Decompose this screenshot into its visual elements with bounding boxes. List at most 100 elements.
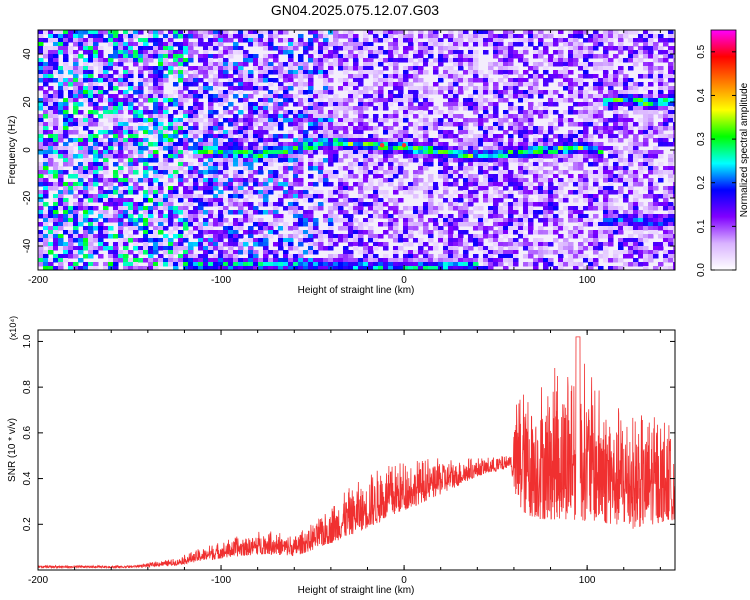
- spectrogram-cell: [493, 202, 499, 207]
- spectrogram-cell: [583, 66, 589, 71]
- spectrogram-cell: [128, 118, 134, 123]
- spectrogram-cell: [423, 86, 429, 91]
- spectrogram-cell: [178, 126, 184, 131]
- spectrogram-cell: [438, 58, 444, 63]
- spectrogram-cell: [263, 58, 269, 63]
- spectrogram-cell: [298, 162, 304, 167]
- spectrogram-cell: [218, 74, 224, 79]
- spectrogram-cell: [108, 130, 114, 135]
- spectrogram-cell: [513, 66, 519, 71]
- spectrogram-cell: [343, 34, 349, 39]
- spectrogram-cell: [243, 266, 249, 270]
- spectrogram-cell: [443, 250, 449, 255]
- spectrogram-cell: [203, 34, 209, 39]
- spectrogram-cell: [178, 246, 184, 251]
- spectrogram-cell: [278, 62, 284, 67]
- spectrogram-cell: [478, 90, 484, 95]
- spectrogram-cell: [288, 242, 294, 247]
- spectrogram-cell: [393, 238, 399, 243]
- spectrogram-cell: [188, 266, 194, 270]
- spectrogram-cell: [83, 114, 89, 119]
- spectrogram-cell: [123, 78, 129, 83]
- spectrogram-cell: [358, 138, 364, 143]
- spectrogram-cell: [543, 178, 549, 183]
- spectrogram-cell: [348, 42, 354, 47]
- spectrogram-cell: [488, 234, 494, 239]
- spectrogram-cell: [293, 42, 299, 47]
- spectrogram-cell: [498, 126, 504, 131]
- spectrogram-cell: [273, 214, 279, 219]
- spectrogram-cell: [428, 138, 434, 143]
- spectrogram-cell: [183, 34, 189, 39]
- spectrogram-cell: [438, 258, 444, 263]
- spectrogram-cell: [183, 250, 189, 255]
- spectrogram-cell: [148, 266, 154, 270]
- spectrogram-cell: [603, 230, 609, 235]
- spectrogram-cell: [193, 126, 199, 131]
- spectrogram-cell: [63, 102, 69, 107]
- spectrogram-cell: [298, 218, 304, 223]
- spectrogram-cell: [168, 94, 174, 99]
- spectrogram-cell: [58, 42, 64, 47]
- spectrogram-cell: [223, 258, 229, 263]
- spectrogram-cell: [253, 250, 259, 255]
- spectrogram-cell: [338, 166, 344, 171]
- spectrogram-cell: [343, 54, 349, 59]
- spectrogram-cell: [498, 218, 504, 223]
- spectrogram-cell: [603, 170, 609, 175]
- spectrogram-cell: [178, 194, 184, 199]
- spectrogram-cell: [448, 230, 454, 235]
- spectrogram-cell: [158, 170, 164, 175]
- spectrogram-cell: [268, 66, 274, 71]
- spectrogram-cell: [488, 134, 494, 139]
- spectrogram-cell: [543, 106, 549, 111]
- spectrogram-cell: [598, 218, 604, 223]
- spectrogram-cell: [598, 98, 604, 103]
- spectrogram-cell: [128, 202, 134, 207]
- spectrogram-cell: [473, 78, 479, 83]
- spectrogram-cell: [128, 238, 134, 243]
- spectrogram-cell: [353, 198, 359, 203]
- spectrogram-cell: [398, 210, 404, 215]
- spectrogram-cell: [393, 114, 399, 119]
- spectrogram-cell: [443, 174, 449, 179]
- spectrogram-cell: [423, 266, 429, 270]
- spectrogram-cell: [498, 138, 504, 143]
- spectrogram-cell: [483, 98, 489, 103]
- spectrogram-cell: [238, 134, 244, 139]
- spectrogram-cell: [298, 158, 304, 163]
- spectrogram-cell: [543, 258, 549, 263]
- spectrogram-cell: [78, 202, 84, 207]
- spectrogram-cell: [103, 226, 109, 231]
- spectrogram-cell: [118, 98, 124, 103]
- spectrogram-cell: [273, 134, 279, 139]
- spectrogram-cell: [498, 242, 504, 247]
- spectrogram-cell: [448, 218, 454, 223]
- spectrogram-cell: [143, 58, 149, 63]
- spectrogram-cell: [448, 106, 454, 111]
- spectrogram-cell: [168, 150, 174, 155]
- spectrogram-cell: [68, 130, 74, 135]
- spectrogram-cell: [198, 198, 204, 203]
- spectrogram-cell: [183, 70, 189, 75]
- spectrogram-cell: [63, 146, 69, 151]
- spectrogram-cell: [583, 214, 589, 219]
- spectrogram-cell: [83, 186, 89, 191]
- spectrogram-cell: [148, 86, 154, 91]
- spectrogram-cell: [328, 146, 334, 151]
- spectrogram-cell: [63, 98, 69, 103]
- spectrogram-cell: [98, 178, 104, 183]
- spectrogram-cell: [398, 214, 404, 219]
- spectrogram-cell: [73, 98, 79, 103]
- spectrogram-cell: [193, 194, 199, 199]
- spectrogram-cell: [603, 102, 609, 107]
- spectrogram-cell: [558, 150, 564, 155]
- spectrogram-cell: [163, 130, 169, 135]
- spectrogram-cell: [193, 174, 199, 179]
- spectrogram-cell: [238, 262, 244, 267]
- spectrogram-cell: [603, 38, 609, 43]
- spectrogram-cell: [333, 94, 339, 99]
- spectrogram-cell: [318, 234, 324, 239]
- spectrogram-cell: [448, 86, 454, 91]
- spectrogram-cell: [558, 70, 564, 75]
